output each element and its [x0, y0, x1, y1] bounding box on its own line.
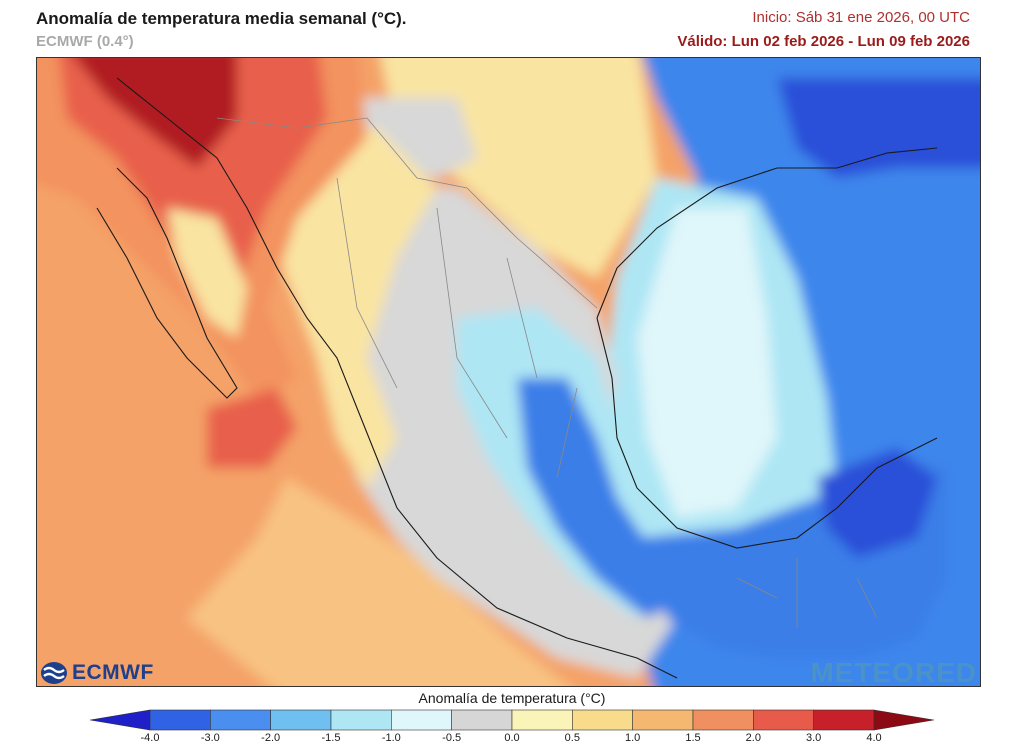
colorbar-tick-label: 4.0: [866, 732, 882, 744]
valid-period: Válido: Lun 02 feb 2026 - Lun 09 feb 202…: [677, 33, 970, 50]
colorbar-tick-label: 3.0: [806, 732, 822, 744]
colorbar-tick-label: -2.0: [261, 732, 281, 744]
mexico-west-mild-field: [267, 128, 437, 488]
state-borders: [216, 117, 878, 628]
yucatan-core-field: [817, 448, 937, 558]
colorbar-tick-label: 2.0: [745, 732, 761, 744]
colorbar-cell: [753, 709, 814, 731]
meteored-logo: METEORED: [810, 657, 977, 688]
ecmwf-logo-text: ECMWF: [72, 661, 154, 684]
us-southeast-cold-field: [777, 78, 980, 178]
map-title: Anomalía de temperatura media semanal (°…: [36, 9, 407, 28]
colorbar-cell: [210, 709, 271, 731]
colorbar-cell: [391, 709, 452, 731]
colorbar: [90, 709, 934, 731]
colorbar-tick-label: -4.0: [140, 732, 160, 744]
coastlines: [96, 77, 938, 679]
colorbar-min-arrow: [90, 709, 151, 731]
gulf-light-field: [637, 208, 777, 518]
pacific-warm-patch: [207, 388, 297, 468]
ecmwf-logo-icon: [41, 662, 67, 684]
colorbar-cells: [90, 709, 934, 731]
colorbar-title: Anomalía de temperatura (°C): [418, 690, 606, 706]
border-states: [336, 177, 578, 479]
map-canvas: [37, 58, 980, 686]
colorbar-cell: [692, 709, 754, 731]
colorbar-cell: [813, 709, 875, 731]
coastline-gulf: [596, 317, 938, 549]
init-time: Inicio: Sáb 31 ene 2026, 00 UTC: [752, 9, 970, 26]
colorbar-tick-label: -1.0: [381, 732, 401, 744]
northwest-core-field: [75, 58, 237, 168]
colorbar-tick-label: 1.5: [685, 732, 701, 744]
border-us-mexico: [216, 117, 598, 309]
colorbar-max-arrow: [873, 709, 934, 731]
pacific-mild-field: [187, 478, 569, 686]
colorbar-cell: [511, 709, 573, 731]
colorbar-cell: [270, 709, 332, 731]
northwest-hot-field: [59, 58, 327, 288]
colorbar-cell: [632, 709, 694, 731]
colorbar-tick-label: 1.0: [625, 732, 641, 744]
border-central-america: [736, 558, 878, 628]
coastline-mainland: [116, 77, 678, 679]
colorbar-tick-label: -3.0: [200, 732, 220, 744]
coastline-pacific: [96, 167, 238, 399]
colorbar-tick-label: 0.0: [504, 732, 520, 744]
colorbar-cell: [451, 709, 513, 731]
colorbar-tick-label: -0.5: [442, 732, 462, 744]
anomaly-map: [36, 57, 981, 687]
colorbar-tick-label: 0.5: [564, 732, 580, 744]
coastline-texas: [596, 147, 938, 319]
ecmwf-logo: ECMWF: [40, 659, 154, 687]
colorbar-cell: [572, 709, 633, 731]
colorbar-cell: [149, 709, 211, 731]
colorbar-tick-label: -1.5: [321, 732, 341, 744]
colorbar-cell: [330, 709, 392, 731]
baja-mild-field: [167, 208, 247, 338]
model-label: ECMWF (0.4°): [36, 33, 134, 50]
